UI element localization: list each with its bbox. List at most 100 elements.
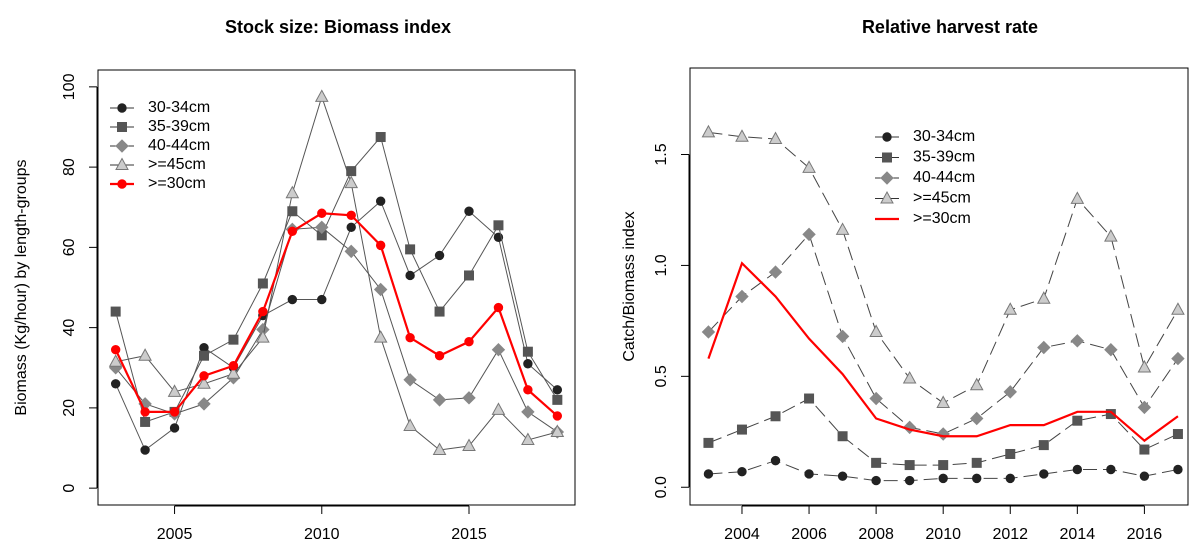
marker bbox=[938, 460, 949, 471]
marker bbox=[902, 371, 917, 384]
x-tick-label: 2010 bbox=[304, 526, 340, 543]
marker bbox=[464, 206, 474, 216]
x-tick-label: 2010 bbox=[925, 526, 961, 543]
legend-marker bbox=[117, 179, 127, 189]
marker bbox=[462, 391, 476, 405]
marker bbox=[972, 473, 982, 484]
marker bbox=[936, 427, 950, 441]
marker bbox=[904, 475, 915, 486]
marker bbox=[375, 240, 386, 251]
marker bbox=[108, 354, 123, 367]
marker bbox=[287, 206, 298, 217]
marker bbox=[405, 244, 416, 255]
marker bbox=[493, 302, 504, 313]
legend-marker bbox=[880, 190, 894, 204]
marker bbox=[403, 418, 417, 431]
marker bbox=[228, 361, 239, 371]
marker bbox=[904, 460, 915, 471]
marker bbox=[197, 376, 211, 389]
marker bbox=[491, 402, 506, 415]
marker bbox=[736, 424, 747, 435]
chart-panel: Stock size: Biomass index Biomass (Kg/hou… bbox=[13, 17, 576, 543]
marker bbox=[1003, 302, 1018, 315]
marker bbox=[770, 455, 781, 466]
marker bbox=[1038, 440, 1049, 451]
marker bbox=[140, 407, 150, 417]
marker bbox=[169, 407, 180, 417]
marker bbox=[804, 393, 815, 404]
marker bbox=[837, 431, 848, 442]
series-line bbox=[115, 135, 558, 423]
legend-label: 35-39cm bbox=[148, 118, 210, 135]
marker bbox=[140, 445, 150, 455]
marker bbox=[969, 377, 984, 391]
marker bbox=[869, 324, 883, 337]
marker bbox=[523, 359, 533, 369]
marker bbox=[167, 384, 182, 397]
series-line bbox=[115, 95, 558, 451]
marker bbox=[344, 244, 358, 259]
y-tick-label: 0.5 bbox=[653, 365, 670, 387]
marker bbox=[257, 278, 268, 289]
marker bbox=[1037, 340, 1051, 355]
legend-label: >=30cm bbox=[913, 210, 971, 227]
marker bbox=[346, 210, 356, 220]
marker bbox=[375, 132, 386, 143]
marker bbox=[405, 332, 415, 343]
marker bbox=[285, 185, 300, 199]
marker bbox=[317, 208, 327, 218]
y-axis-label: Biomass (Kg/hour) by length-groups bbox=[13, 159, 30, 415]
marker bbox=[770, 411, 781, 422]
marker bbox=[110, 345, 121, 355]
chart-panel: Relative harvest rate Catch/Biomass index… bbox=[621, 17, 1189, 543]
marker bbox=[522, 346, 533, 357]
marker bbox=[110, 306, 121, 317]
marker bbox=[434, 250, 445, 261]
marker bbox=[1171, 302, 1185, 315]
marker bbox=[552, 411, 563, 421]
marker bbox=[835, 329, 850, 344]
marker bbox=[1072, 415, 1083, 426]
marker bbox=[405, 270, 415, 281]
marker bbox=[140, 416, 151, 427]
marker bbox=[768, 265, 783, 279]
marker bbox=[521, 405, 535, 419]
series-line bbox=[114, 212, 559, 417]
x-tick-label: 2015 bbox=[451, 526, 487, 543]
marker bbox=[258, 306, 268, 317]
marker bbox=[735, 289, 749, 304]
marker bbox=[373, 330, 388, 343]
marker bbox=[523, 385, 533, 395]
marker bbox=[1172, 429, 1183, 440]
y-tick-label: 1.0 bbox=[653, 254, 670, 276]
chart-title: Relative harvest rate bbox=[862, 17, 1038, 37]
marker bbox=[1105, 409, 1116, 420]
marker bbox=[837, 471, 848, 481]
marker bbox=[375, 196, 386, 206]
marker bbox=[199, 342, 209, 353]
marker bbox=[550, 424, 565, 437]
y-tick-label: 100 bbox=[61, 73, 78, 100]
marker bbox=[871, 475, 881, 486]
marker bbox=[493, 220, 504, 231]
marker bbox=[432, 442, 447, 456]
marker bbox=[701, 325, 716, 339]
x-tick-label: 2005 bbox=[157, 526, 193, 543]
marker bbox=[199, 371, 209, 381]
marker bbox=[871, 457, 882, 468]
marker bbox=[344, 175, 359, 189]
marker bbox=[1139, 471, 1150, 481]
x-tick-label: 2006 bbox=[791, 526, 827, 543]
marker bbox=[464, 270, 474, 281]
marker bbox=[1137, 400, 1152, 415]
marker bbox=[936, 395, 951, 408]
marker bbox=[804, 469, 814, 479]
marker bbox=[1104, 343, 1118, 357]
series-line bbox=[707, 261, 1179, 443]
marker bbox=[735, 129, 749, 142]
marker bbox=[432, 393, 447, 407]
marker bbox=[1137, 359, 1152, 373]
marker bbox=[802, 160, 816, 173]
marker bbox=[228, 334, 239, 345]
marker bbox=[346, 222, 356, 233]
